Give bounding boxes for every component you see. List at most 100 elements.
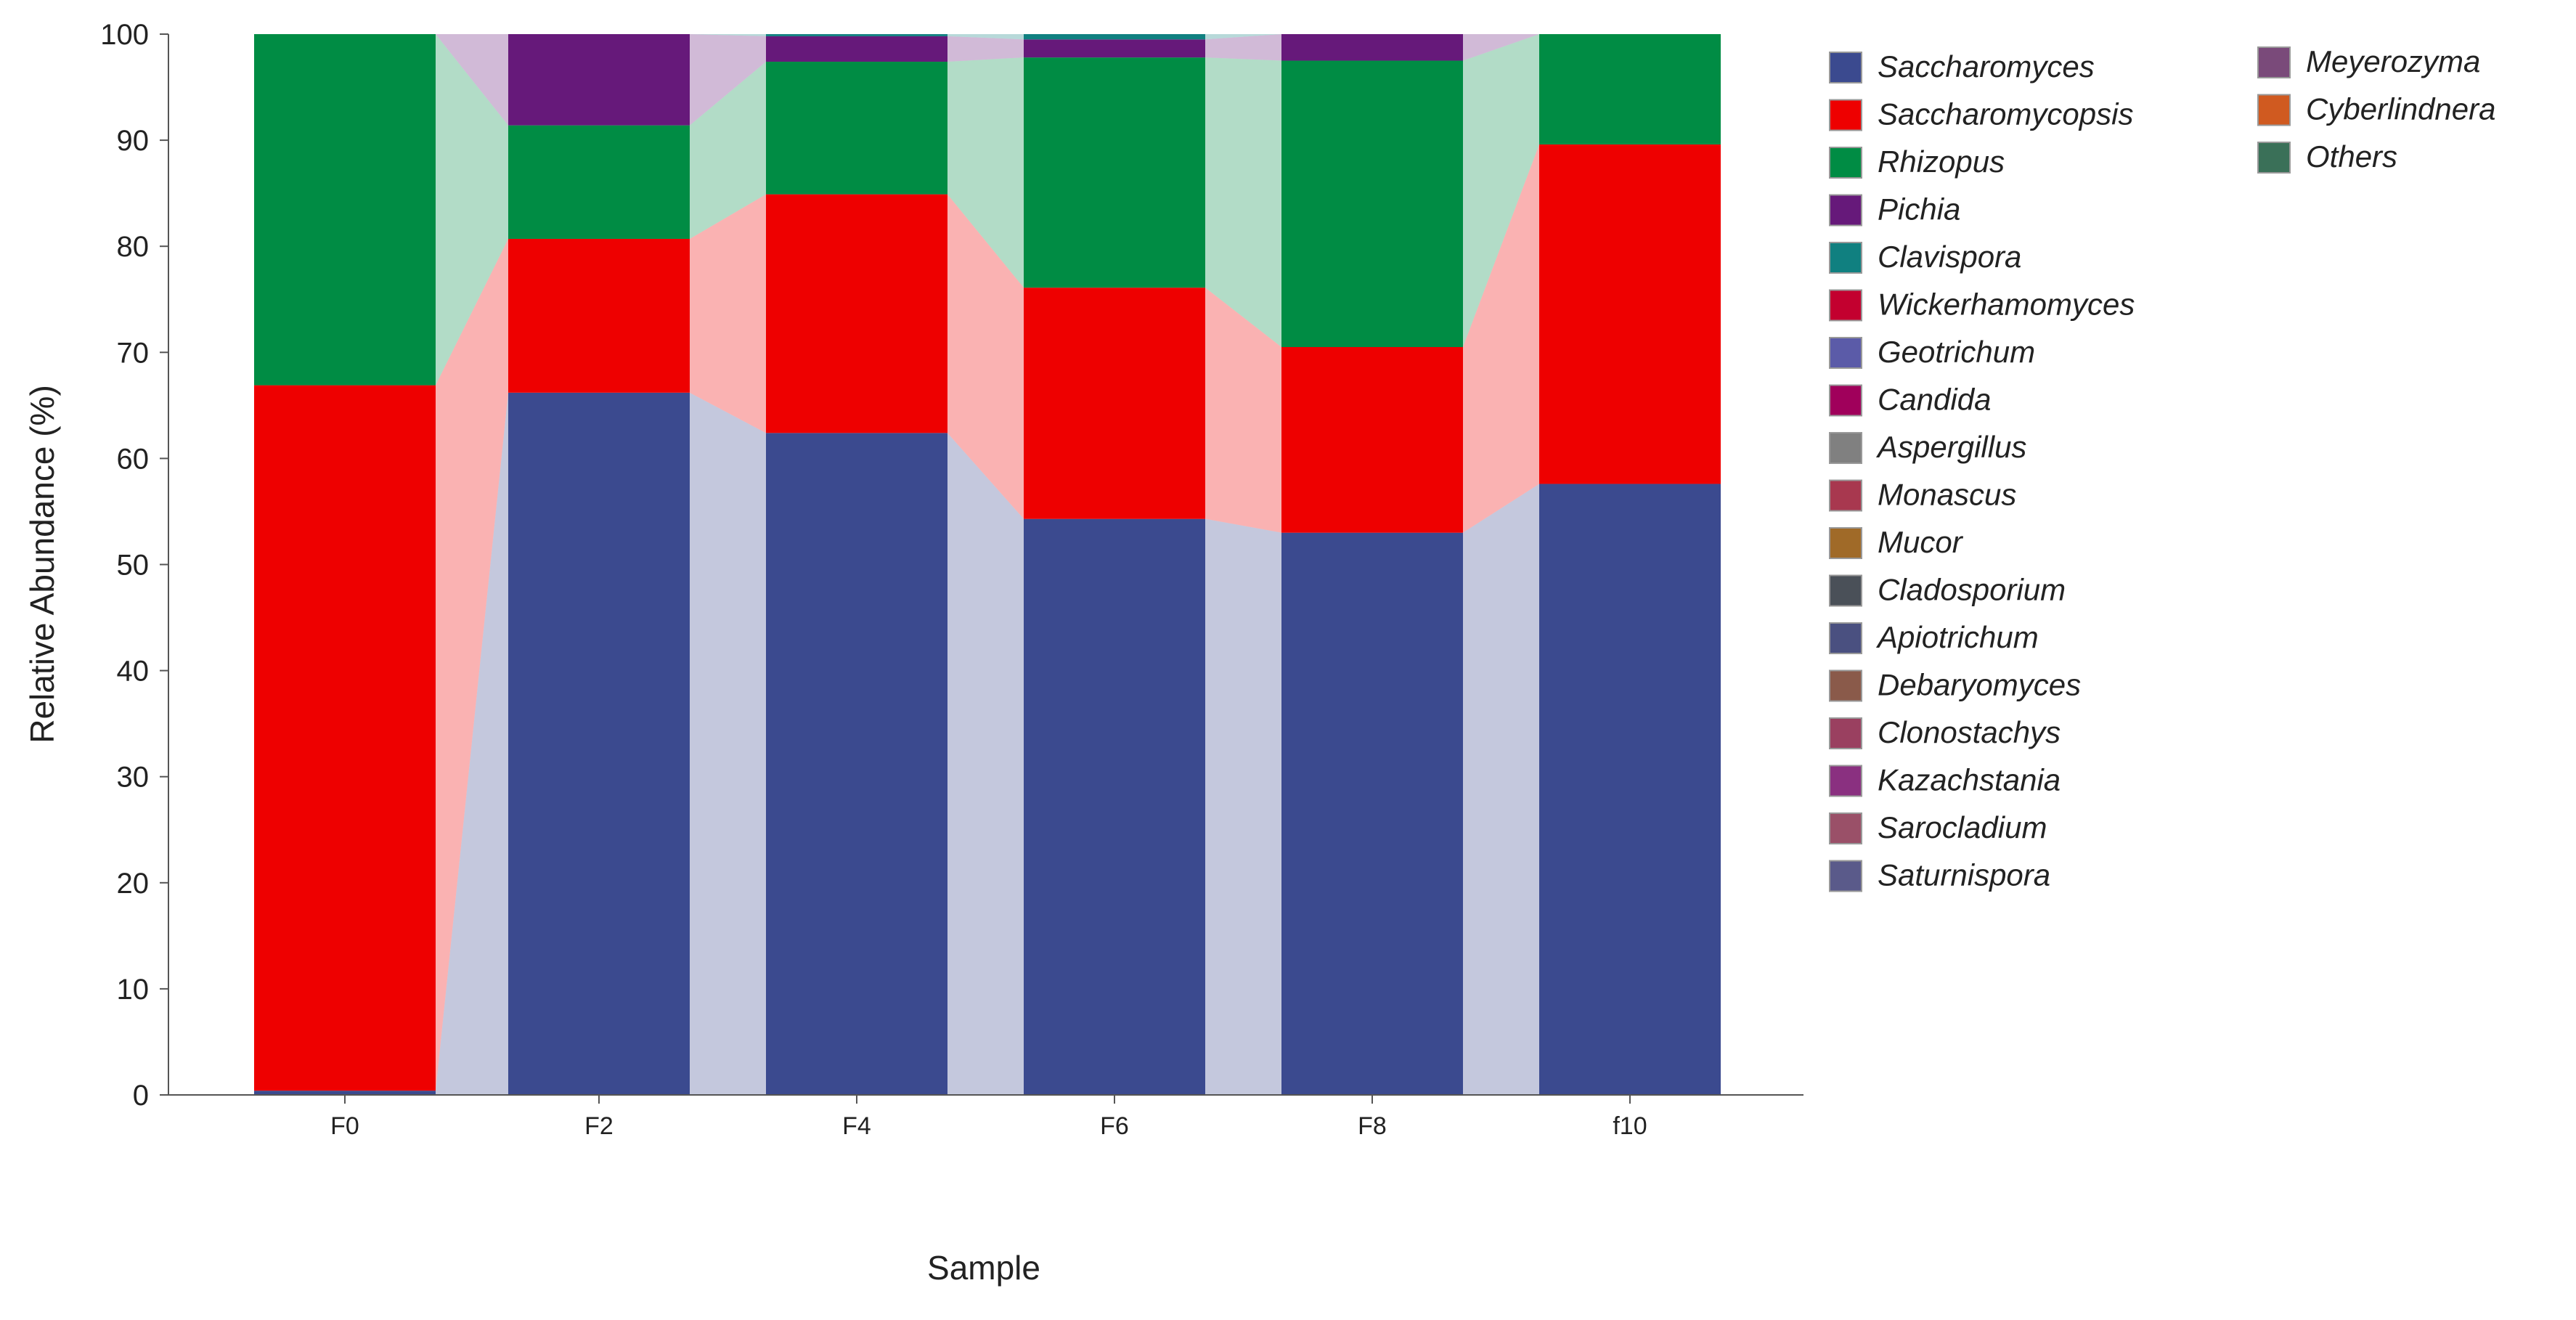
- bar-segment-saccharomycopsis-f0: [254, 385, 436, 1091]
- x-tick-label: F4: [842, 1112, 871, 1140]
- legend-label: Saturnispora: [1878, 858, 2050, 892]
- connector-band-saccharomyces: [690, 392, 766, 1095]
- bar-segment-pichia-f4: [766, 36, 947, 62]
- y-axis-title: Relative Abundance (%): [23, 385, 61, 743]
- legend-item: Saccharomycopsis: [1829, 97, 2133, 131]
- legend-swatch: [1829, 717, 1862, 749]
- connector-band-clavispora: [947, 34, 1024, 40]
- legend-swatch: [1829, 432, 1862, 464]
- connector-band-rhizopus: [1463, 34, 1539, 347]
- connector-band-pichia: [690, 34, 766, 126]
- connector-band-clavispora: [1205, 34, 1281, 40]
- y-tick-label: 60: [117, 443, 150, 475]
- legend-label: Apiotrichum: [1875, 620, 2039, 654]
- x-tick-label: F2: [584, 1112, 614, 1140]
- bar-segment-clavispora-f4: [766, 34, 947, 36]
- connector-band-rhizopus: [436, 34, 508, 386]
- legend-swatch: [1829, 147, 1862, 179]
- legend-item: Aspergillus: [1829, 430, 2026, 464]
- bar-segment-saccharomycopsis-f2: [508, 238, 690, 393]
- connector-band-pichia: [436, 34, 508, 126]
- legend-label: Wickerhamomyces: [1878, 288, 2135, 322]
- bar-segment-clavispora-f6: [1024, 34, 1205, 40]
- legend-swatch: [2257, 94, 2291, 126]
- connector-band-saccharomyces: [947, 433, 1024, 1095]
- connector-band-saccharomycopsis: [1463, 144, 1539, 533]
- legend-item: Wickerhamomyces: [1829, 288, 2135, 322]
- legend-item: Saturnispora: [1829, 858, 2050, 892]
- legend-label: Pichia: [1878, 192, 1960, 227]
- y-tick-label: 50: [117, 550, 150, 582]
- legend-item: Saccharomyces: [1829, 49, 2095, 83]
- legend-swatch: [1829, 765, 1862, 797]
- legend-item: Debaryomyces: [1829, 668, 2081, 702]
- y-tick-label: 70: [117, 337, 150, 369]
- bar-segment-rhizopus-f2: [508, 125, 690, 239]
- connector-band-saccharomycopsis: [1205, 288, 1281, 533]
- legend-label: Aspergillus: [1875, 430, 2026, 464]
- legend-swatch: [1829, 860, 1862, 892]
- legend-swatch: [1829, 669, 1862, 702]
- connector-band-clavispora: [690, 34, 766, 36]
- bar-segment-rhizopus-f10: [1539, 34, 1721, 144]
- bar-segment-saccharomyces-f10: [1539, 484, 1721, 1095]
- legend-swatch: [1829, 99, 1862, 131]
- connector-band-saccharomyces: [1463, 484, 1539, 1095]
- legend-swatch: [1829, 242, 1862, 274]
- connector-band-pichia: [1463, 34, 1539, 61]
- y-tick-label: 100: [100, 19, 149, 51]
- bar-segment-pichia-f8: [1281, 34, 1463, 61]
- legend-swatch: [1829, 384, 1862, 417]
- legend-swatch: [1829, 479, 1862, 512]
- legend-swatch: [1829, 812, 1862, 844]
- connector-band-saccharomycopsis: [690, 194, 766, 433]
- legend-label: Sarocladium: [1878, 810, 2047, 844]
- y-tick-label: 20: [117, 868, 150, 900]
- bar-segment-saccharomyces-f8: [1281, 532, 1463, 1095]
- connector-band-pichia: [1205, 34, 1281, 61]
- legend-swatch: [1829, 622, 1862, 654]
- bar-segment-saccharomyces-f6: [1024, 518, 1205, 1095]
- legend-item: Kazachstania: [1829, 763, 2061, 797]
- x-tick-label: f10: [1613, 1112, 1647, 1140]
- bar-segment-rhizopus-f8: [1281, 60, 1463, 347]
- connector-band-saccharomycopsis: [436, 238, 508, 1091]
- legend: Saccharomyces Saccharomycopsis Rhizopus Pic…: [1829, 44, 2495, 892]
- legend-item: Mucor: [1829, 525, 1964, 559]
- legend-swatch: [2257, 142, 2291, 174]
- legend-swatch: [1829, 337, 1862, 369]
- legend-label: Clavispora: [1878, 240, 2021, 274]
- legend-label: Debaryomyces: [1878, 668, 2081, 702]
- legend-swatch: [1829, 52, 1862, 83]
- bar-segment-saccharomycopsis-f6: [1024, 288, 1205, 519]
- x-tick-label: F8: [1358, 1112, 1387, 1140]
- connector-band-rhizopus: [690, 61, 766, 239]
- legend-label: Others: [2306, 139, 2397, 174]
- bar-segment-pichia-f6: [1024, 39, 1205, 58]
- bar-segment-saccharomycopsis-f4: [766, 194, 947, 433]
- y-tick-label: 40: [117, 656, 150, 688]
- legend-swatch: [1829, 289, 1862, 322]
- bar-segment-rhizopus-f6: [1024, 57, 1205, 288]
- bar-connector-bands: [436, 34, 1539, 1095]
- x-tick-label: F0: [330, 1112, 359, 1140]
- legend-label: Saccharomycopsis: [1878, 97, 2133, 131]
- bar-segment-saccharomycopsis-f8: [1281, 346, 1463, 533]
- legend-item: Meyerozyma: [2257, 44, 2480, 78]
- legend-item: Candida: [1829, 383, 1991, 417]
- legend-item: Monascus: [1829, 478, 2016, 512]
- connector-band-rhizopus: [947, 57, 1024, 288]
- legend-swatch: [1829, 194, 1862, 227]
- y-tick-label: 80: [117, 231, 150, 263]
- y-ticks: 0 10 20 30 40 50 60 70 80 90 100: [100, 19, 168, 1112]
- legend-swatch: [2257, 46, 2291, 78]
- legend-item: Apiotrichum: [1829, 620, 2039, 654]
- legend-item: Clonostachys: [1829, 715, 2061, 749]
- legend-label: Kazachstania: [1878, 763, 2061, 797]
- legend-label: Clonostachys: [1878, 715, 2061, 749]
- y-tick-label: 10: [117, 974, 150, 1006]
- bar-segment-rhizopus-f0: [254, 34, 436, 386]
- y-tick-label: 0: [133, 1080, 149, 1112]
- legend-item: Cladosporium: [1829, 573, 2066, 607]
- legend-item: Cyberlindnera: [2257, 92, 2495, 126]
